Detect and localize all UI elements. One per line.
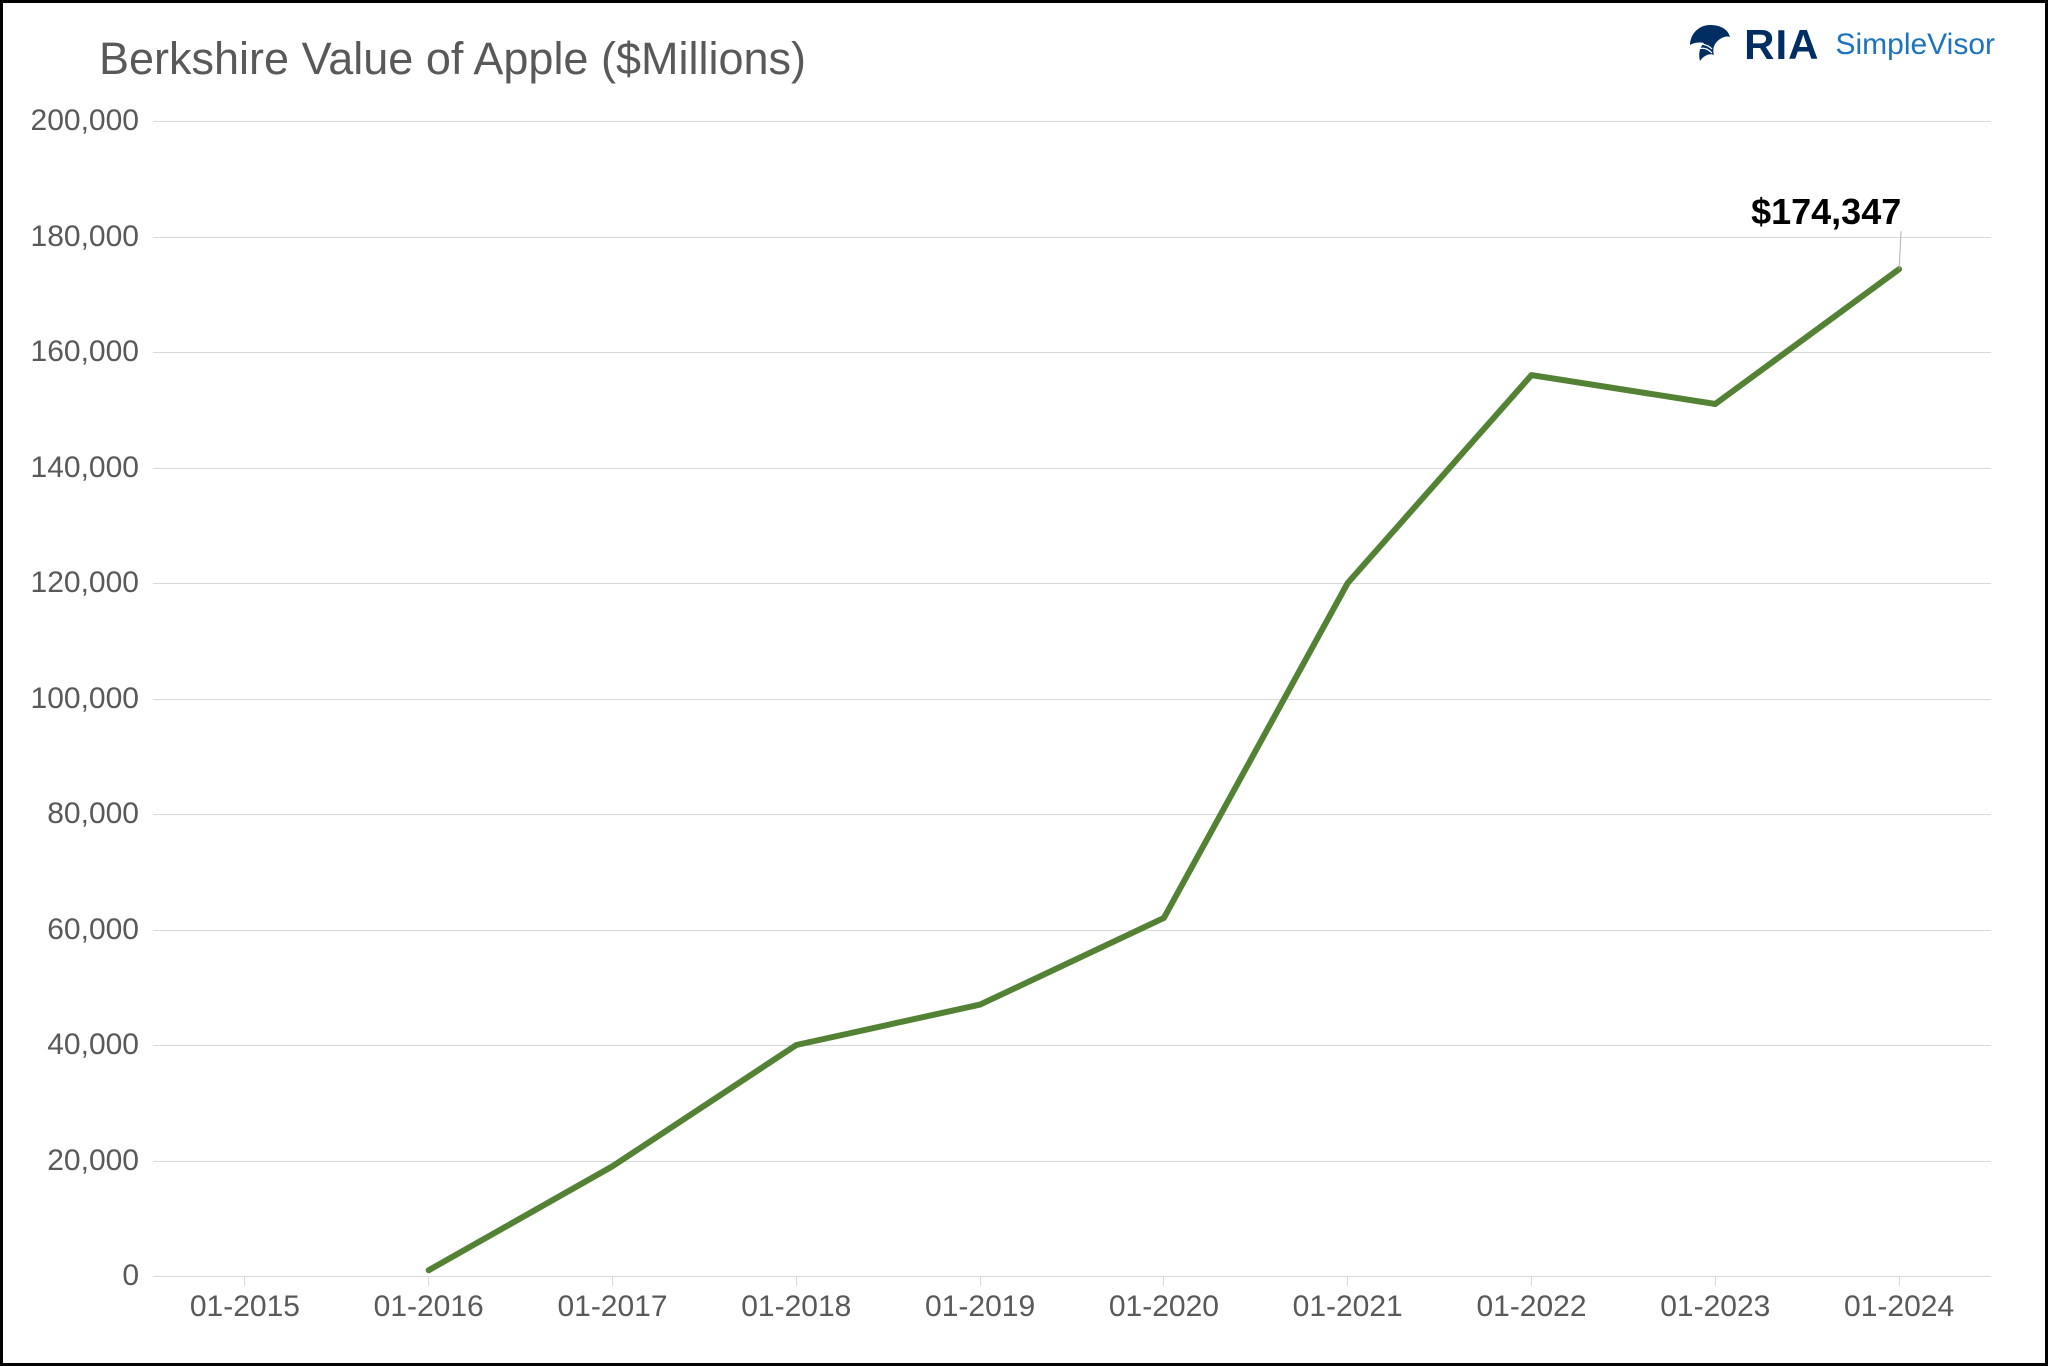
eagle-icon (1686, 21, 1734, 69)
y-tick-label: 0 (122, 1259, 153, 1293)
y-tick-label: 160,000 (31, 335, 153, 369)
plot-area: 020,00040,00060,00080,000100,000120,0001… (153, 121, 1991, 1276)
x-tick-label: 01-2020 (1109, 1276, 1219, 1324)
end-data-label: $174,347 (1751, 191, 1901, 233)
x-tick-label: 01-2017 (557, 1276, 667, 1324)
x-tick-label: 01-2021 (1293, 1276, 1403, 1324)
y-tick-label: 120,000 (31, 566, 153, 600)
logo-ria-text: RIA (1744, 21, 1819, 69)
logo-simplevisor-text: SimpleVisor (1835, 28, 1995, 62)
y-tick-label: 80,000 (47, 797, 153, 831)
end-label-leader (1899, 231, 1901, 269)
y-tick-label: 20,000 (47, 1144, 153, 1178)
x-tick-label: 01-2016 (374, 1276, 484, 1324)
x-tick-label: 01-2018 (741, 1276, 851, 1324)
series-layer (153, 121, 1991, 1276)
y-tick-label: 60,000 (47, 913, 153, 947)
brand-logo: RIA SimpleVisor (1686, 21, 1995, 69)
chart-title: Berkshire Value of Apple ($Millions) (99, 33, 806, 85)
chart-frame: Berkshire Value of Apple ($Millions) RIA… (0, 0, 2048, 1366)
series-line (429, 269, 1899, 1270)
y-tick-label: 180,000 (31, 220, 153, 254)
x-tick-label: 01-2023 (1660, 1276, 1770, 1324)
y-tick-label: 140,000 (31, 451, 153, 485)
y-tick-label: 100,000 (31, 682, 153, 716)
x-tick-label: 01-2022 (1476, 1276, 1586, 1324)
x-tick-label: 01-2015 (190, 1276, 300, 1324)
x-tick-label: 01-2019 (925, 1276, 1035, 1324)
y-tick-label: 200,000 (31, 104, 153, 138)
y-tick-label: 40,000 (47, 1028, 153, 1062)
x-tick-label: 01-2024 (1844, 1276, 1954, 1324)
